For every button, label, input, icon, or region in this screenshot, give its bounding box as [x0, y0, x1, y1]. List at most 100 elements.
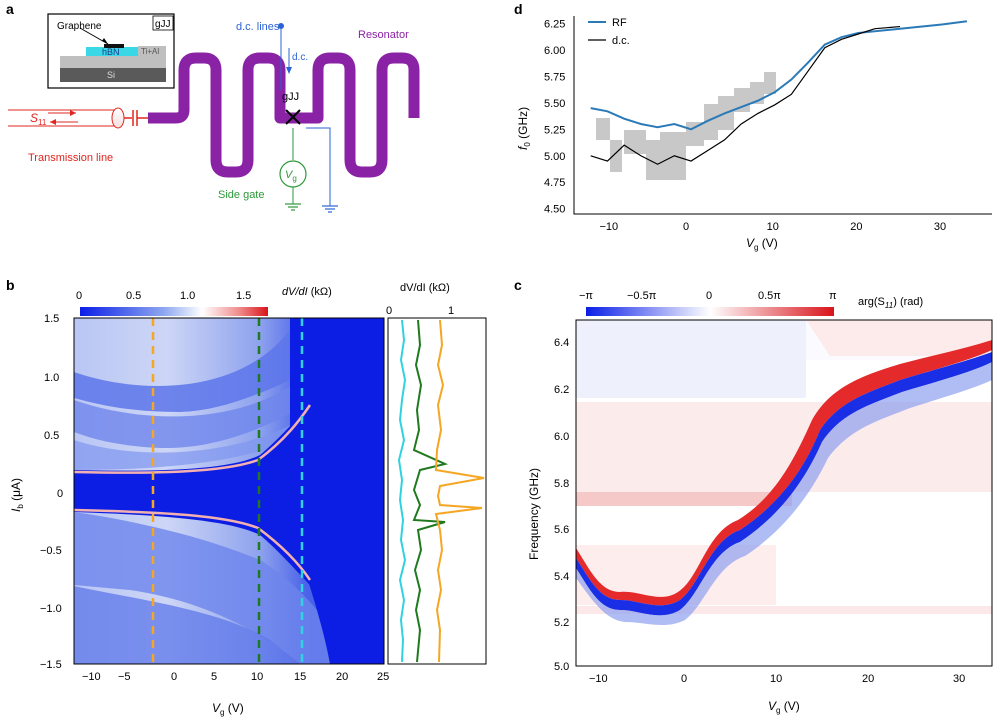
inset-hbn-label: hBN	[102, 47, 120, 57]
b-ytick-0: 1.5	[44, 313, 59, 325]
cb-b-tick-2: 1.0	[180, 290, 195, 302]
cb-c-title: arg(S11) (rad)	[858, 296, 923, 310]
gjj-junction: gJJ	[282, 91, 301, 125]
panel-b-xlabel: Vg (V)	[212, 701, 244, 717]
linecut-tick-0: 0	[386, 305, 392, 317]
panel-d-xlabel: Vg (V)	[746, 236, 778, 252]
d-xtick-2: 10	[767, 221, 779, 233]
panel-c-xticks: −10 0 10 20 30	[589, 673, 965, 685]
panel-c-letter: c	[514, 277, 522, 293]
vg-source-label: Vg	[285, 169, 297, 183]
panel-b-xticks: −10 −5 0 5 10 15 20 25	[82, 671, 389, 683]
panel-a: a Graphene hBN Ti+Al Si gJJ	[6, 1, 420, 213]
panel-b-colorbar: 0 0.5 1.0 1.5 dV/dI (kΩ)	[76, 286, 332, 316]
panel-b: b 0 0.5 1.0 1.5 dV/dI (kΩ)	[6, 277, 487, 717]
cb-c-tick-0: −π	[579, 290, 593, 302]
panel-c-colorbar: −π −0.5π 0 0.5π π arg(S11) (rad)	[579, 290, 923, 316]
dc-label: d.c.	[292, 52, 308, 63]
panel-c-heatmap	[575, 319, 993, 667]
d-xtick-3: 20	[850, 221, 862, 233]
d-ytick-7: 6.25	[544, 18, 565, 30]
inset-graphene-label: Graphene	[57, 21, 102, 32]
cb-b-tick-1: 0.5	[126, 290, 141, 302]
b-ytick-1: 1.0	[44, 372, 59, 384]
d-xtick-1: 0	[683, 221, 689, 233]
transmission-line-label: Transmission line	[28, 152, 113, 164]
panel-d-ylabel: f0 (GHz)	[516, 107, 532, 150]
inset-si-label: Si	[107, 70, 115, 80]
b-xtick-7: 25	[377, 671, 389, 683]
cb-b-tick-0: 0	[76, 290, 82, 302]
b-ytick-5: −1.0	[40, 603, 62, 615]
linecut-green	[412, 319, 449, 663]
b-xtick-2: 0	[171, 671, 177, 683]
panel-d-letter: d	[514, 1, 523, 17]
dc-lines-label: d.c. lines	[236, 21, 280, 33]
inset-tial-label: Ti+Al	[141, 47, 159, 56]
gjj-label: gJJ	[282, 91, 299, 103]
resonator-label: Resonator	[358, 29, 409, 41]
cb-b-title: dV/dI (kΩ)	[282, 286, 332, 298]
b-ytick-4: −0.5	[40, 545, 62, 557]
transmission-line: S11 Transmission line	[8, 107, 148, 164]
linecut-orange	[434, 319, 485, 663]
cb-b-tick-3: 1.5	[236, 290, 251, 302]
d-ytick-6: 6.00	[544, 45, 565, 57]
b-ytick-6: −1.5	[40, 659, 62, 671]
linecut-title: dV/dI (kΩ)	[400, 282, 450, 294]
inset-gjj-tag: gJJ	[155, 19, 171, 30]
panel-c-yticks: 6.4 6.2 6.0 5.8 5.6 5.4 5.2 5.0	[554, 337, 569, 673]
b-xtick-5: 15	[294, 671, 306, 683]
panel-c-xlabel: Vg (V)	[768, 699, 800, 715]
c-ytick-2: 6.0	[554, 431, 569, 443]
d-ytick-0: 4.50	[544, 204, 565, 216]
c-xtick-0: −10	[589, 673, 608, 685]
device-cross-section-inset: Graphene hBN Ti+Al Si gJJ	[47, 13, 175, 89]
b-ytick-3: 0	[57, 488, 63, 500]
b-ytick-2: 0.5	[44, 430, 59, 442]
linecut-cyan	[397, 319, 407, 663]
d-ytick-3: 5.25	[544, 124, 565, 136]
panel-b-yticks: 1.5 1.0 0.5 0 −0.5 −1.0 −1.5	[40, 313, 63, 671]
d-xtick-4: 30	[934, 221, 946, 233]
b-xtick-3: 5	[211, 671, 217, 683]
panel-c: c −π −0.5π 0 0.5π π arg(S11) (rad)	[514, 277, 993, 715]
panel-b-ylabel: Ib (μA)	[9, 478, 25, 512]
c-ytick-4: 5.6	[554, 524, 569, 536]
side-gate: Vg Side gate	[218, 128, 307, 211]
panel-a-letter: a	[6, 1, 14, 17]
c-ytick-5: 5.4	[554, 571, 569, 583]
panel-d-plot: −10 0 10 20 30 4.50 4.75 5.00 5.25 5.50 5.75 6.00 6.…	[544, 16, 992, 233]
b-xtick-0: −10	[82, 671, 101, 683]
c-ytick-6: 5.2	[554, 617, 569, 629]
panel-b-letter: b	[6, 277, 15, 293]
panel-b-heatmap	[73, 317, 385, 665]
d-ytick-4: 5.50	[544, 98, 565, 110]
c-ytick-0: 6.4	[554, 337, 569, 349]
b-xtick-4: 10	[251, 671, 263, 683]
b-xtick-6: 20	[336, 671, 348, 683]
panel-c-ylabel: Frequency (GHz)	[527, 468, 541, 560]
c-ytick-7: 5.0	[554, 661, 569, 673]
d-ytick-2: 5.00	[544, 151, 565, 163]
c-ytick-3: 5.8	[554, 478, 569, 490]
cb-c-tick-1: −0.5π	[627, 290, 657, 302]
c-ytick-1: 6.2	[554, 384, 569, 396]
panel-d-legend: RF d.c.	[588, 17, 630, 47]
panel-d: d −10 0 10 20 30 4.50 4.75 5.00 5.25 5.50 5.75 6.00…	[514, 1, 992, 252]
cb-c-tick-2: 0	[706, 290, 712, 302]
s11-label: S11	[30, 111, 47, 127]
series-rf-line	[590, 20, 968, 131]
series-dc-line	[590, 25, 901, 165]
d-ytick-1: 4.75	[544, 177, 565, 189]
legend-rf: RF	[612, 17, 627, 29]
c-xtick-1: 0	[681, 673, 687, 685]
side-gate-label: Side gate	[218, 189, 264, 201]
resonator-meander	[148, 52, 420, 178]
linecut-tick-1: 1	[448, 305, 454, 317]
d-ytick-5: 5.75	[544, 71, 565, 83]
c-xtick-3: 20	[862, 673, 874, 685]
cb-c-tick-4: π	[829, 290, 837, 302]
c-xtick-2: 10	[770, 673, 782, 685]
c-xtick-4: 30	[953, 673, 965, 685]
